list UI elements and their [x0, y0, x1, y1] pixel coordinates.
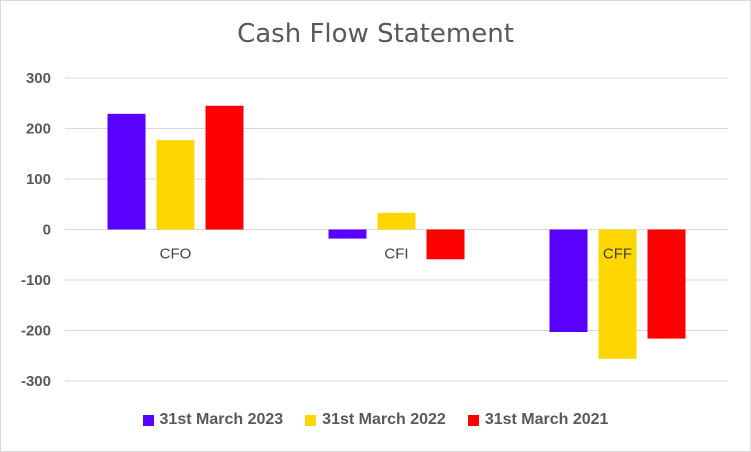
bar-cff-series-1 [598, 229, 637, 359]
y-tick-label: 300 [26, 70, 51, 87]
bar-cfo-series-0 [107, 113, 146, 230]
bar-cff-series-2 [647, 229, 686, 339]
legend-label-2021: 31st March 2021 [484, 411, 609, 428]
category-label-cfi: CFI [384, 246, 408, 263]
y-tick-label: 200 [26, 121, 51, 138]
legend-item-2022: 31st March 2022 [305, 411, 446, 429]
bars [107, 105, 686, 359]
chart-title: Cash Flow Statement [237, 19, 514, 49]
legend-label-2022: 31st March 2022 [322, 411, 446, 428]
y-tick-label: -300 [21, 373, 51, 390]
bar-cfi-series-2 [426, 229, 465, 260]
legend-item-2023: 31st March 2023 [142, 411, 284, 429]
legend-swatch-2023 [142, 414, 154, 426]
legend: 31st March 2023 31st March 2022 31st Mar… [1, 411, 750, 429]
y-tick-label: 100 [26, 171, 51, 188]
y-tick-label: -100 [21, 272, 51, 289]
bar-cfi-series-0 [328, 229, 367, 239]
bar-cfo-series-1 [156, 140, 195, 230]
legend-item-2021: 31st March 2021 [467, 411, 609, 429]
category-labels: CFO CFI CFF [160, 246, 632, 263]
category-label-cff: CFF [603, 246, 632, 263]
bar-cfi-series-1 [377, 212, 416, 230]
bar-cfo-series-2 [205, 105, 244, 230]
legend-swatch-2021 [467, 414, 479, 426]
legend-label-2023: 31st March 2023 [159, 411, 284, 428]
y-tick-label: -200 [21, 323, 51, 340]
y-axis-ticks: 300 200 100 0 -100 -200 -300 [21, 70, 51, 390]
legend-swatch-2022 [305, 414, 317, 426]
category-label-cfo: CFO [160, 246, 192, 263]
bar-cff-series-0 [549, 229, 588, 333]
y-tick-label: 0 [43, 222, 51, 239]
